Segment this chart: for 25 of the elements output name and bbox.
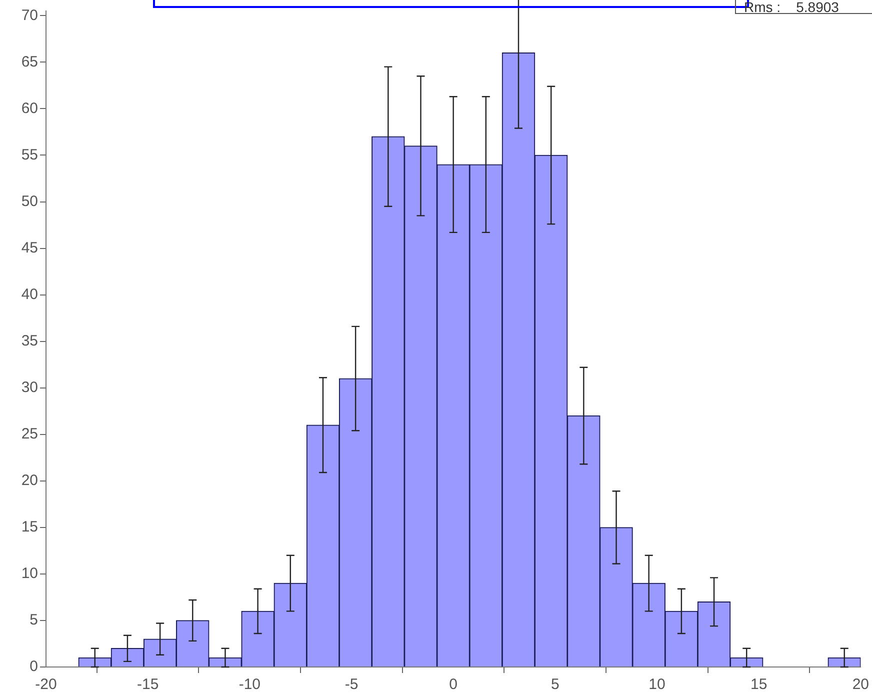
x-tick-label: -5 [344,676,358,694]
y-tick-label: 40 [21,286,38,303]
y-tick-label: 15 [21,518,38,536]
x-tick-label: 15 [750,676,768,694]
x-tick-label: 0 [449,676,458,694]
y-tick-label: 20 [21,472,38,490]
x-tick-label: 10 [648,676,666,694]
y-tick-label: 65 [21,53,38,70]
y-tick-label: 25 [21,426,38,443]
y-tick-label: 60 [21,100,38,117]
x-tick-label: -15 [136,676,159,694]
y-tick-label: 45 [21,239,38,256]
y-tick-label: 55 [21,146,38,164]
x-tick-label: 20 [852,676,869,694]
y-tick-label: 10 [21,565,38,582]
x-tick-label: -10 [238,676,261,694]
y-tick-label: 35 [21,332,38,350]
annotation: Rms : 5.8903 [735,0,872,15]
y-tick-label: 0 [30,658,38,676]
y-tick-label: 5 [30,612,38,629]
x-tick-label: -20 [35,676,57,694]
y-tick-label: 30 [21,378,38,396]
x-tick-label: 5 [550,676,560,694]
y-tick-label: 50 [21,192,38,210]
y-tick-label: 70 [21,6,38,24]
